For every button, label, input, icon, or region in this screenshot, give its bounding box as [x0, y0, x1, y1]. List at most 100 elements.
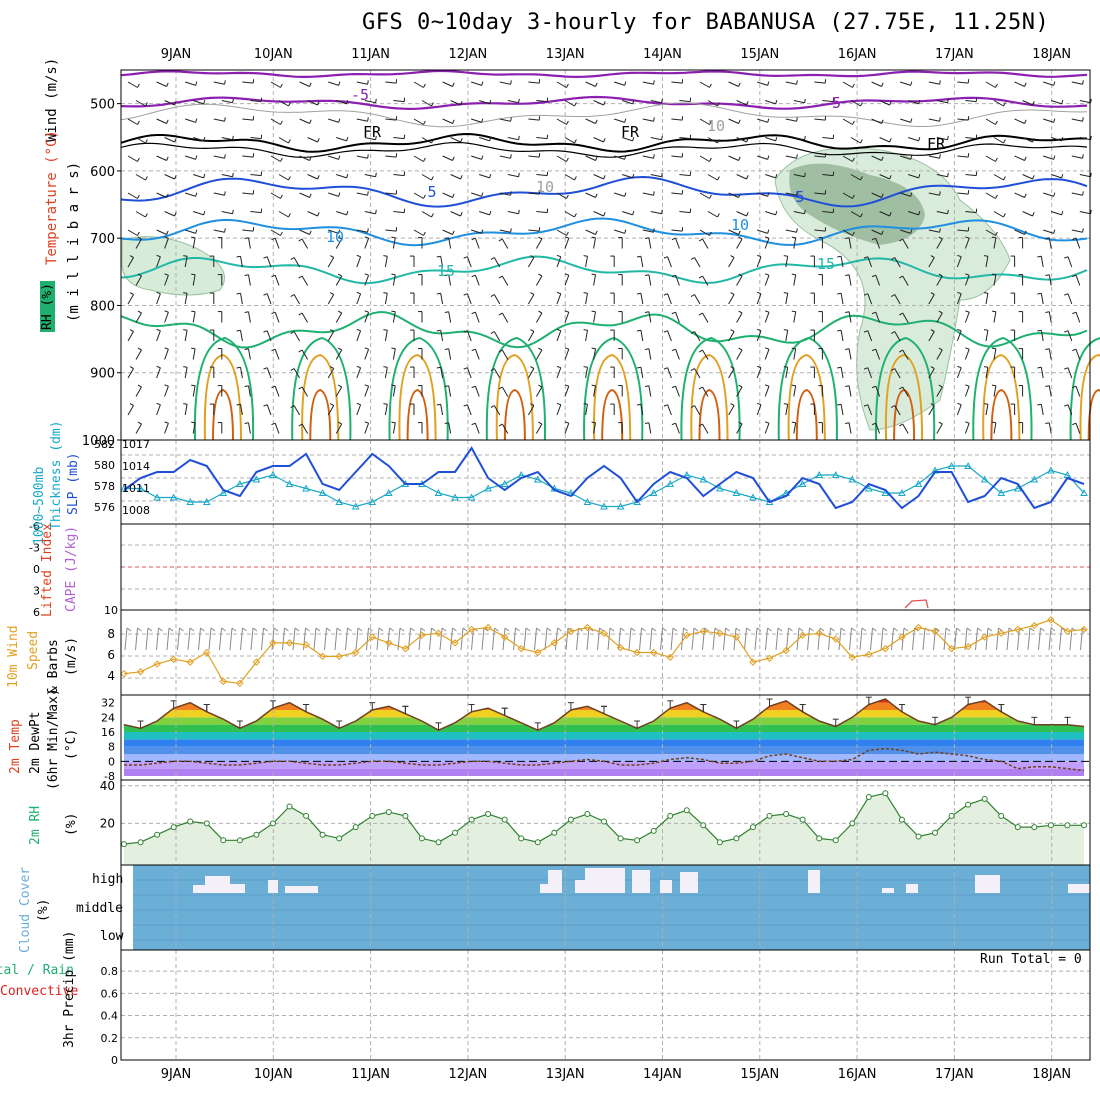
- wind-barb-flag: [1032, 101, 1035, 106]
- wind-barb-flag: [452, 230, 455, 235]
- wind-barb: [902, 349, 909, 360]
- wind-barb-flag: [1090, 98, 1092, 103]
- wind-barb-flag: [183, 292, 188, 294]
- wind-barb-flag: [1045, 385, 1050, 387]
- wind-barb-flag: [939, 154, 941, 159]
- wind-barb: [879, 100, 890, 106]
- wind-barb: [1075, 423, 1081, 434]
- wind-barb: [356, 330, 362, 342]
- wind-barb: [474, 238, 480, 249]
- wind-barb: [471, 192, 482, 197]
- wind-barb-flag: [624, 155, 627, 160]
- wind-barb: [164, 275, 169, 286]
- wind-barb: [850, 174, 861, 181]
- wind-barb-flag: [375, 135, 377, 140]
- wind-barb: [964, 275, 970, 286]
- wind-barb: [900, 118, 911, 123]
- wind-barb: [335, 386, 343, 397]
- wind-barb-flag: [636, 255, 642, 258]
- wind-barb-flag: [947, 209, 949, 214]
- wind-barb: [307, 137, 318, 143]
- thickness-marker: [136, 484, 145, 492]
- wind-barb-flag: [591, 236, 596, 239]
- wind-barb: [1075, 275, 1081, 286]
- wind-barb: [266, 330, 272, 342]
- wind-barb-flag: [863, 256, 868, 259]
- wind10-barb: [628, 627, 632, 651]
- wind10-barb-flag: [735, 627, 741, 632]
- wind10-barb-flag: [767, 627, 772, 632]
- wind-barb: [392, 274, 396, 286]
- wind-barb-flag: [871, 422, 876, 426]
- wind-barb: [448, 348, 452, 360]
- wind-barb: [413, 118, 424, 125]
- wind-barb-flag: [1045, 274, 1050, 276]
- wind-barb-flag: [195, 155, 198, 160]
- precip-tick-label: 0.8: [101, 965, 119, 978]
- wind-barb-flag: [632, 173, 635, 179]
- wind-barb-flag: [709, 157, 712, 162]
- precip-tick-label: 0.4: [101, 1010, 119, 1023]
- wind-barb-flag: [881, 193, 884, 198]
- wind-barb-flag: [137, 236, 142, 240]
- wind-barb: [985, 367, 989, 379]
- wind-barb-flag: [757, 365, 762, 369]
- wind-barb-flag: [939, 117, 941, 122]
- bottom-date-label: 18JAN: [1032, 1067, 1072, 1082]
- wind-barb: [474, 423, 480, 434]
- wind-barb-flag: [852, 194, 855, 199]
- wind-barb-flag: [481, 192, 484, 197]
- thickness-tick-label: 576: [94, 501, 115, 514]
- wind-barb: [822, 211, 834, 214]
- pressure-tick-label: 600: [90, 165, 115, 180]
- wind-barb-flag: [309, 193, 312, 198]
- wind-barb-flag: [538, 347, 543, 351]
- wind-barb: [466, 330, 472, 342]
- wind-barb-flag: [129, 255, 134, 258]
- cloud-high-segment: [285, 886, 318, 893]
- rh-marker: [799, 816, 806, 823]
- wind-barb: [850, 137, 861, 144]
- wind-barb-flag: [423, 194, 426, 199]
- contour-25: [777, 336, 838, 441]
- thickness-marker: [451, 493, 459, 501]
- wind10-barb-flag: [158, 627, 163, 632]
- wind-barb: [536, 211, 548, 214]
- wind10-barb: [681, 627, 684, 651]
- wind10-label-a: 10m Wind: [6, 625, 21, 688]
- wind-barb-flag: [232, 135, 234, 140]
- wind10-barb-flag: [935, 627, 940, 632]
- wind-barb: [528, 192, 540, 195]
- wind-barb: [993, 100, 1004, 107]
- wind-barb: [466, 293, 472, 305]
- wind-barb: [535, 386, 543, 397]
- wind-barb: [192, 422, 196, 434]
- wind-barb-flag: [965, 347, 970, 350]
- wind-barb-flag: [1032, 175, 1035, 180]
- thickness-marker: [716, 484, 724, 492]
- contour-35: [212, 388, 234, 441]
- wind10-speed-marker: [931, 627, 939, 636]
- wind-barb-flag: [183, 366, 188, 368]
- contour-35: [309, 388, 332, 441]
- wind-barb-flag: [845, 348, 850, 350]
- wind-barb-flag: [730, 366, 735, 369]
- wind-barb: [785, 81, 797, 85]
- wind-barb: [593, 422, 596, 434]
- wind-barb-flag: [965, 273, 970, 276]
- wind10-speed-marker: [583, 623, 592, 632]
- rh-marker: [418, 835, 425, 842]
- thickness-marker: [616, 502, 625, 510]
- wind-barb-flag: [364, 347, 369, 350]
- cloud-high-label: high: [92, 872, 124, 887]
- wind-barb: [640, 256, 644, 268]
- wind10-barb: [271, 627, 275, 651]
- wind10-barb: [418, 627, 422, 651]
- wind-barb: [702, 349, 709, 360]
- wind-barb-flag: [663, 256, 668, 259]
- wind10-barb: [775, 627, 779, 651]
- temp-label-c: (6hr Min/Max): [46, 688, 61, 790]
- wind-barb: [667, 293, 672, 305]
- wind-barb: [466, 367, 472, 379]
- wind-barb: [679, 137, 691, 140]
